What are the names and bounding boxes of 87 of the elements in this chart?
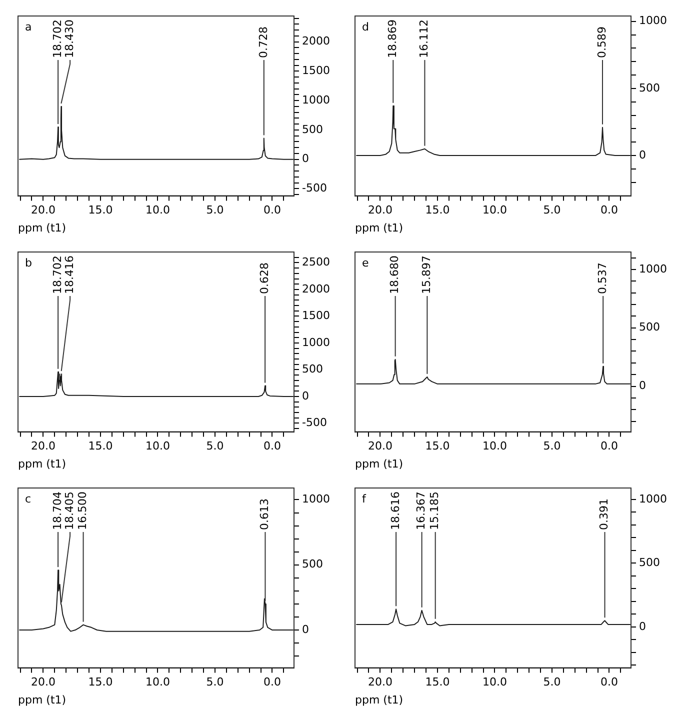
x-tick-label: 15.0 — [88, 439, 113, 452]
x-tick-label: 0.0 — [263, 675, 281, 688]
annotation: 15.185 — [428, 492, 442, 530]
x-axis-title: ppm (t1) — [18, 221, 66, 234]
annotation: 16.367 — [414, 492, 428, 530]
x-tick-label: 20.0 — [368, 675, 392, 688]
y-tick-label: 0 — [639, 379, 646, 392]
y-tick-label: 1500 — [302, 309, 330, 322]
x-tick-label: 10.0 — [482, 439, 507, 452]
annotation: 18.869 — [386, 20, 400, 58]
annotation: 18.416 — [62, 256, 76, 294]
y-tick-label: 1000 — [639, 14, 668, 28]
x-tick-label: 5.0 — [206, 203, 224, 216]
annotation: 0.391 — [598, 498, 611, 530]
y-tick-label: 0 — [639, 148, 646, 162]
x-tick-label: 15.0 — [425, 675, 450, 688]
y-tick-label: 0 — [302, 389, 310, 402]
x-axis-title: ppm (t1) — [355, 221, 404, 234]
chart-title: b — [25, 256, 32, 270]
x-axis-title: ppm (t1) — [18, 693, 66, 706]
chart-title: d — [362, 20, 369, 34]
y-tick-label: 500 — [302, 558, 324, 571]
y-tick-label: 1000 — [639, 492, 668, 506]
y-tick-label: 1000 — [302, 93, 330, 106]
x-axis-title: ppm (t1) — [355, 457, 404, 470]
annotation: 18.702 — [50, 20, 64, 58]
x-tick-label: 15.0 — [425, 439, 450, 452]
x-tick-label: 20.0 — [30, 675, 56, 688]
x-axis-title: ppm (t1) — [18, 457, 66, 470]
annotation: 0.537 — [596, 262, 609, 294]
annotation: 0.628 — [258, 262, 271, 294]
x-tick-label: 15.0 — [425, 203, 450, 216]
y-tick-label: 0 — [302, 622, 310, 636]
annotation: 18.704 — [50, 492, 64, 530]
x-tick-label: 0.0 — [600, 675, 618, 688]
x-tick-label: 20.0 — [30, 203, 56, 216]
y-tick-label: 1000 — [302, 336, 330, 349]
x-tick-label: 0.0 — [600, 203, 618, 216]
x-tick-label: 5.0 — [543, 439, 561, 452]
x-tick-label: 20.0 — [368, 203, 392, 216]
annotation: 18.405 — [62, 492, 76, 530]
y-tick-label: 500 — [302, 122, 324, 136]
y-tick-label: 1000 — [302, 492, 330, 506]
x-tick-label: 5.0 — [206, 675, 224, 688]
y-tick-label: 2000 — [302, 34, 330, 48]
y-tick-label: 500 — [639, 556, 660, 570]
x-tick-label: 15.0 — [88, 203, 113, 216]
y-tick-label: -500 — [302, 182, 327, 195]
x-tick-label: 10.0 — [482, 203, 507, 216]
x-tick-label: 5.0 — [543, 203, 561, 216]
x-tick-label: 10.0 — [482, 675, 507, 688]
annotation: 16.112 — [418, 20, 431, 58]
x-tick-label: 5.0 — [206, 439, 224, 452]
y-tick-label: -500 — [302, 416, 327, 430]
x-tick-label: 20.0 — [30, 439, 56, 452]
annotation: 0.728 — [256, 26, 270, 58]
y-tick-label: 2500 — [302, 256, 330, 269]
annotation: 15.897 — [420, 256, 434, 294]
annotation: 0.589 — [595, 26, 608, 58]
chart-title: f — [362, 492, 367, 506]
annotation: 18.616 — [388, 492, 402, 530]
x-tick-label: 0.0 — [263, 439, 281, 452]
x-tick-label: 0.0 — [600, 439, 618, 452]
x-axis-title: ppm (t1) — [355, 693, 404, 706]
x-tick-label: 15.0 — [88, 675, 113, 688]
y-tick-label: 0 — [302, 152, 310, 166]
annotation: 18.702 — [50, 256, 64, 294]
annotation: 18.680 — [388, 256, 402, 294]
x-tick-label: 10.0 — [145, 439, 170, 452]
chart-title: e — [362, 256, 369, 270]
x-tick-label: 10.0 — [145, 675, 170, 688]
x-tick-label: 20.0 — [368, 439, 392, 452]
x-tick-label: 0.0 — [263, 203, 281, 216]
annotation: 0.613 — [258, 498, 272, 530]
y-tick-label: 500 — [302, 362, 324, 376]
y-tick-label: 0 — [639, 620, 646, 633]
chart-title: a — [25, 20, 32, 34]
y-tick-label: 2000 — [302, 282, 330, 296]
annotation: 16.500 — [76, 492, 90, 530]
annotation: 18.430 — [62, 20, 76, 58]
y-tick-label: 1500 — [302, 64, 330, 78]
y-tick-label: 500 — [639, 320, 660, 334]
x-tick-label: 5.0 — [543, 675, 561, 688]
x-tick-label: 10.0 — [145, 203, 170, 216]
text: c — [25, 492, 32, 506]
y-tick-label: 1000 — [639, 262, 668, 276]
y-tick-label: 500 — [639, 81, 660, 94]
